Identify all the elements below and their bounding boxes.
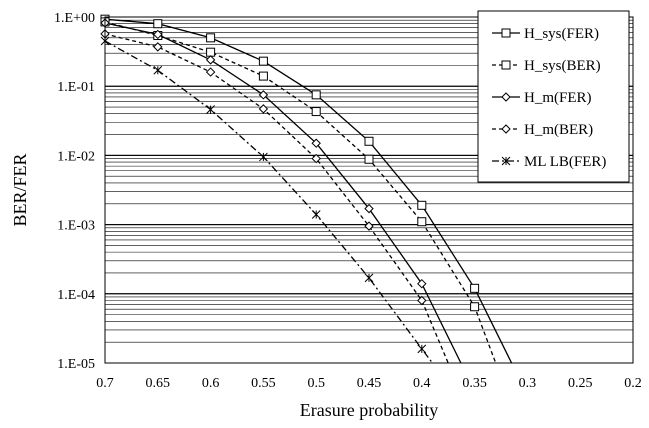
legend-item: ML LB(FER) xyxy=(492,154,606,170)
series-point xyxy=(205,67,216,77)
series-line xyxy=(104,22,462,364)
series-point xyxy=(417,217,427,227)
series-point xyxy=(470,283,480,293)
series-point xyxy=(153,65,163,75)
legend-item: H_sys(BER) xyxy=(492,58,601,74)
series-point xyxy=(206,105,215,114)
legend-label: H_sys(BER) xyxy=(524,58,601,74)
x-tick-label: 0.55 xyxy=(251,376,276,391)
plot-frame xyxy=(104,16,634,364)
x-tick-label: 0.2 xyxy=(624,376,642,391)
x-tick-label: 0.45 xyxy=(357,376,382,391)
series-point xyxy=(417,295,427,306)
series-point xyxy=(153,42,163,52)
legend-marker xyxy=(501,60,511,70)
x-tick-label: 0.65 xyxy=(146,376,171,391)
series-point xyxy=(153,19,163,29)
series-line xyxy=(104,33,449,364)
y-tick-label: 1.E-05 xyxy=(57,357,95,372)
series-point xyxy=(364,136,374,146)
legend-item: H_m(FER) xyxy=(492,90,592,106)
y-tick-label: 1.E-03 xyxy=(57,219,95,234)
x-tick-label: 0.3 xyxy=(519,376,537,391)
x-tick-labels: 0.7 0.65 0.6 0.55 0.5 0.45 0.4 0.35 0.3 0.25 0.2 xyxy=(96,376,642,391)
series-point xyxy=(417,200,427,210)
series-point xyxy=(258,90,269,100)
y-tick-labels: 1.E+00 1.E-01 1.E-02 1.E-03 1.E-04 1.E-05 xyxy=(54,11,95,372)
series-point xyxy=(311,153,321,164)
series-3 xyxy=(100,29,449,364)
legend-marker xyxy=(501,156,511,166)
legend-label: H_m(BER) xyxy=(524,122,593,138)
x-tick-label: 0.25 xyxy=(568,376,593,391)
series-point xyxy=(258,104,269,114)
series-line xyxy=(104,40,433,364)
series-point xyxy=(417,278,427,289)
x-tick-label: 0.6 xyxy=(202,376,220,391)
series-point xyxy=(311,107,321,117)
legend-item: H_sys(FER) xyxy=(492,26,599,42)
legend-label: H_m(FER) xyxy=(524,90,592,106)
x-tick-label: 0.35 xyxy=(462,376,487,391)
y-tick-label: 1.E+00 xyxy=(54,11,95,26)
y-tick-label: 1.E-04 xyxy=(57,288,95,303)
series-point xyxy=(364,273,374,283)
series-point xyxy=(153,29,163,40)
series-point xyxy=(311,90,321,100)
series-point xyxy=(311,210,321,219)
legend-marker xyxy=(501,92,511,102)
series-point xyxy=(470,302,480,312)
series-point xyxy=(258,56,268,66)
y-tick-label: 1.E-02 xyxy=(57,149,95,164)
series-point xyxy=(417,344,427,354)
x-tick-label: 0.7 xyxy=(96,376,114,391)
legend-label: ML LB(FER) xyxy=(524,154,606,170)
series-point xyxy=(311,138,321,148)
y-axis-title: BER/FER xyxy=(10,153,30,226)
series-point xyxy=(364,203,374,214)
series-point xyxy=(364,154,374,164)
legend: H_sys(FER) H_sys(BER) H_m(FER) H_m(BER) ML L… xyxy=(477,10,630,183)
y-tick-label: 1.E-01 xyxy=(57,80,95,95)
legend-marker xyxy=(501,124,511,134)
series-point xyxy=(364,221,374,231)
series-point xyxy=(259,152,268,162)
series-point xyxy=(258,71,268,81)
series-point xyxy=(206,33,216,43)
series-2 xyxy=(100,18,462,364)
series-point xyxy=(206,47,216,57)
series-point xyxy=(205,55,216,65)
x-tick-label: 0.4 xyxy=(413,376,431,391)
x-tick-label: 0.5 xyxy=(307,376,325,391)
legend-label: H_sys(FER) xyxy=(524,26,599,42)
legend-item: H_m(BER) xyxy=(492,122,593,138)
x-axis-title: Erasure probability xyxy=(300,400,438,420)
legend-marker xyxy=(501,28,511,38)
